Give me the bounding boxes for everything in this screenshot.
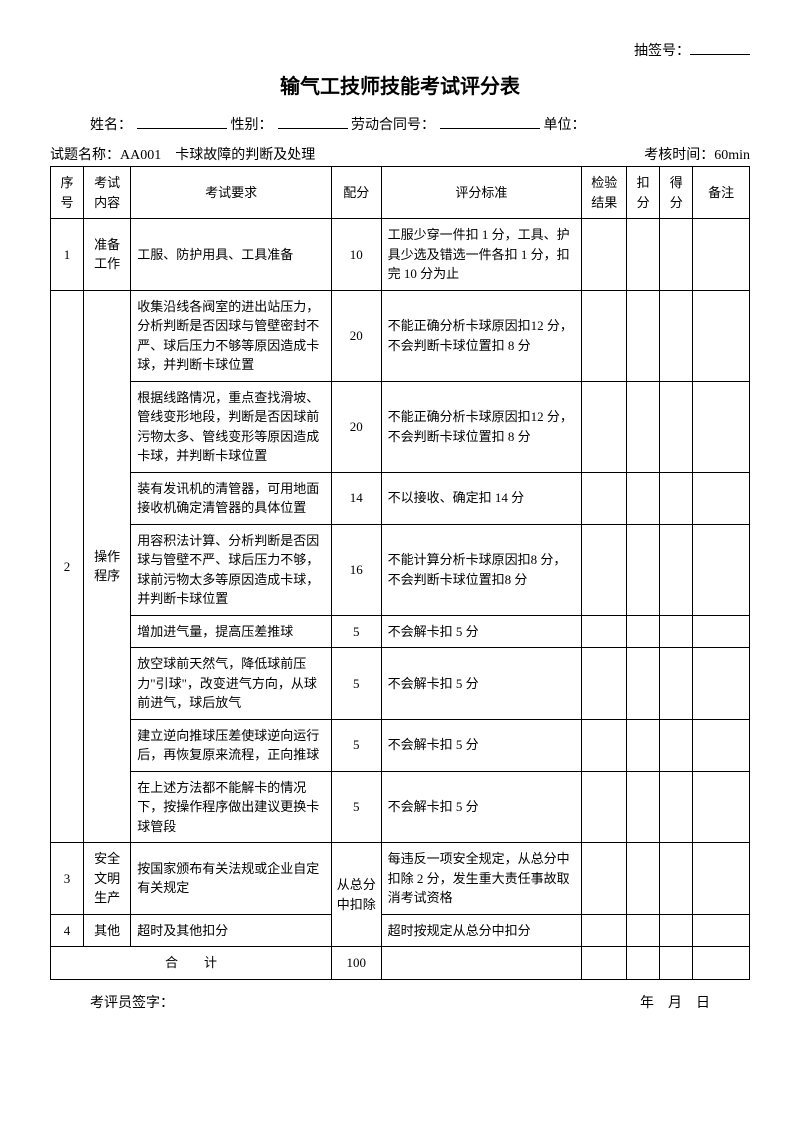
table-row: 在上述方法都不能解卡的情况下，按操作程序做出建议更换卡球管段 5 不会解卡扣 5… (51, 771, 750, 843)
table-row: 建立逆向推球压差使球逆向运行后，再恢复原来流程，正向推球 5 不会解卡扣 5 分 (51, 719, 750, 771)
header-score: 配分 (331, 167, 381, 219)
gender-label: 性别： (231, 114, 273, 134)
table-header-row: 序号 考试内容 考试要求 配分 评分标准 检验结果 扣分 得分 备注 (51, 167, 750, 219)
date-label: 年 月 日 (640, 992, 710, 1012)
header-deduct: 扣分 (627, 167, 660, 219)
name-label: 姓名： (90, 114, 132, 134)
score-table: 序号 考试内容 考试要求 配分 评分标准 检验结果 扣分 得分 备注 1 准备工… (50, 166, 750, 980)
header-content: 考试内容 (84, 167, 131, 219)
table-row: 增加进气量，提高压差推球 5 不会解卡扣 5 分 (51, 615, 750, 648)
footer: 考评员签字： 年 月 日 (50, 992, 750, 1012)
total-row: 合 计 100 (51, 947, 750, 980)
table-row: 3 安全文明生产 按国家颁布有关法规或企业自定有关规定 从总分中扣除 每违反一项… (51, 843, 750, 915)
table-row: 1 准备工作 工服、防护用具、工具准备 10 工服少穿一件扣 1 分，工具、护具… (51, 219, 750, 291)
info-line: 姓名： 性别： 劳动合同号： 单位： (50, 114, 750, 134)
header-requirement: 考试要求 (131, 167, 332, 219)
header-remark: 备注 (693, 167, 750, 219)
contract-label: 劳动合同号： (351, 114, 435, 134)
signer-label: 考评员签字： (90, 992, 174, 1012)
table-row: 2 操作程序 收集沿线各阀室的进出站压力，分析判断是否因球与管壁密封不严、球后压… (51, 290, 750, 381)
header-check: 检验结果 (582, 167, 627, 219)
page-title: 输气工技师技能考试评分表 (50, 70, 750, 99)
header-get: 得分 (660, 167, 693, 219)
meta-line: 试题名称：AA001 卡球故障的判断及处理 考核时间：60min (50, 144, 750, 164)
table-row: 放空球前天然气，降低球前压力"引球"，改变进气方向，从球前进气，球后放气 5 不… (51, 648, 750, 720)
header-seq: 序号 (51, 167, 84, 219)
table-row: 装有发讯机的清管器，可用地面接收机确定清管器的具体位置 14 不以接收、确定扣 … (51, 472, 750, 524)
lottery-number: 抽签号： (50, 40, 750, 60)
table-row: 用容积法计算、分析判断是否因球与管壁不严、球后压力不够，球前污物太多等原因造成卡… (51, 524, 750, 615)
header-criteria: 评分标准 (381, 167, 582, 219)
table-row: 4 其他 超时及其他扣分 超时按规定从总分中扣分 (51, 914, 750, 947)
unit-label: 单位： (544, 114, 586, 134)
table-row: 根据线路情况，重点查找滑坡、管线变形地段，判断是否因球前污物太多、管线变形等原因… (51, 381, 750, 472)
